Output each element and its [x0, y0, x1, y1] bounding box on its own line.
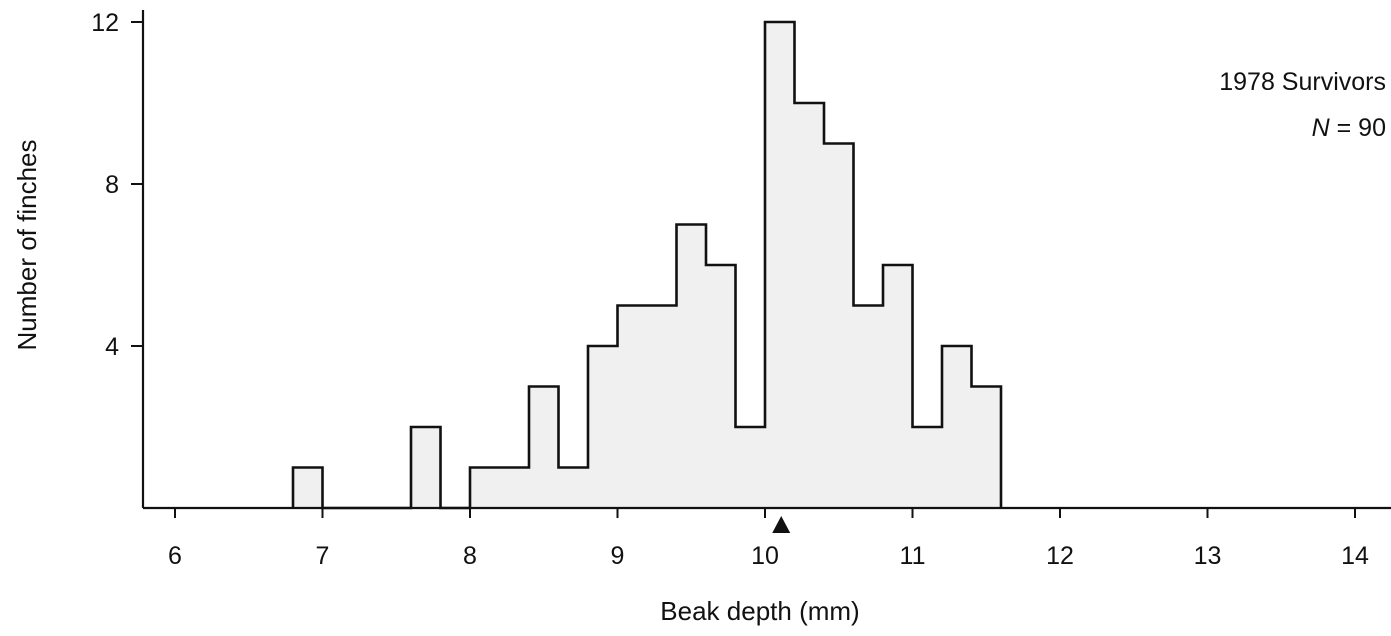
mean-marker-triangle	[772, 516, 791, 533]
histogram-bar	[411, 427, 441, 508]
axes-layer	[141, 10, 1391, 510]
histogram-bar	[971, 386, 1001, 508]
y-tick-label: 4	[105, 333, 119, 361]
histogram-bar	[765, 22, 795, 508]
bars-layer	[291, 20, 1003, 510]
histogram-bar	[470, 467, 500, 508]
histogram-bar	[558, 467, 588, 508]
histogram-bar	[676, 224, 706, 508]
histogram-bar	[912, 427, 942, 508]
x-tick-label: 14	[1341, 542, 1369, 570]
y-tick-label: 12	[91, 9, 119, 37]
annotation-n-symbol: N	[1312, 114, 1331, 142]
annotation-n: N = 90	[1312, 114, 1386, 142]
histogram-bar	[529, 386, 559, 508]
histogram-bar	[647, 305, 677, 508]
x-tick-label: 8	[463, 542, 477, 570]
histogram-bar	[794, 103, 824, 508]
ticks-layer: 6 7 8 9 10 11 12 13 14 4 8 12	[91, 9, 1369, 570]
histogram-bar	[588, 346, 618, 508]
histogram-bar	[706, 265, 736, 508]
x-axis-title: Beak depth (mm)	[660, 596, 859, 626]
histogram-bar	[883, 265, 913, 508]
histogram-bar	[617, 305, 647, 508]
x-tick-label: 6	[168, 542, 182, 570]
histogram-bar	[735, 427, 765, 508]
histogram-bar	[499, 467, 529, 508]
histogram-bar	[942, 346, 972, 508]
marker-layer	[772, 516, 791, 533]
annotation-n-value: = 90	[1330, 114, 1386, 142]
x-tick-label: 7	[316, 542, 330, 570]
histogram-bar	[824, 143, 854, 508]
x-tick-label: 9	[611, 542, 625, 570]
x-tick-label: 11	[900, 542, 926, 570]
histogram-bar	[853, 305, 883, 508]
y-axis-title: Number of finches	[12, 140, 42, 351]
x-tick-label: 10	[751, 542, 779, 570]
y-tick-label: 8	[105, 171, 119, 199]
histogram-bar	[293, 467, 323, 508]
x-tick-label: 13	[1194, 542, 1222, 570]
x-tick-label: 12	[1046, 542, 1074, 570]
histogram-outline	[291, 20, 1003, 510]
annotation-title: 1978 Survivors	[1219, 68, 1386, 96]
